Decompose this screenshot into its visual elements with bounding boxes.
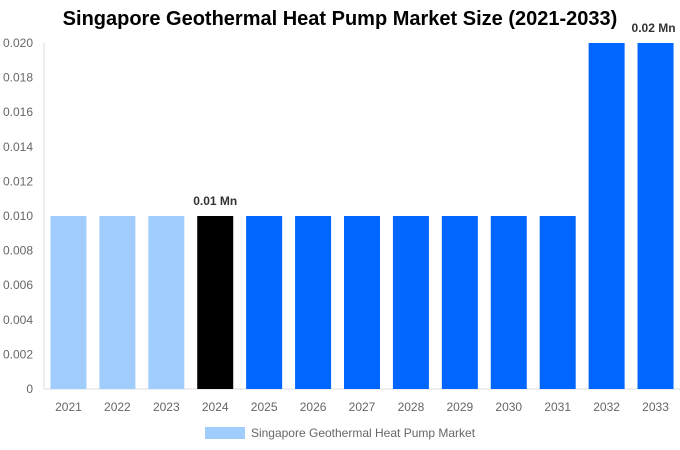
legend-swatch xyxy=(204,427,245,439)
bar-2033 xyxy=(637,43,674,389)
x-tick-label: 2028 xyxy=(398,400,425,414)
bar-2023 xyxy=(148,216,185,389)
bar-2022 xyxy=(99,216,136,389)
y-tick-label: 0.016 xyxy=(3,105,33,119)
legend-label: Singapore Geothermal Heat Pump Market xyxy=(250,426,476,440)
legend: Singapore Geothermal Heat Pump Market xyxy=(0,426,680,440)
x-tick-label: 2023 xyxy=(153,400,180,414)
bar-2024 xyxy=(197,216,234,389)
bar-2028 xyxy=(392,216,429,389)
x-tick-label: 2024 xyxy=(202,400,229,414)
y-tick-label: 0.014 xyxy=(3,140,33,154)
x-tick-label: 2022 xyxy=(104,400,131,414)
x-tick-label: 2029 xyxy=(446,400,473,414)
y-tick-label: 0 xyxy=(26,382,33,396)
bar-2025 xyxy=(246,216,283,389)
chart-title: Singapore Geothermal Heat Pump Market Si… xyxy=(62,8,618,30)
x-tick-label: 2021 xyxy=(55,400,82,414)
y-tick-label: 0.010 xyxy=(3,209,33,223)
y-tick-label: 0.006 xyxy=(3,278,33,292)
y-tick-label: 0.012 xyxy=(3,174,33,188)
x-tick-label: 2033 xyxy=(642,400,669,414)
bar-2026 xyxy=(295,216,332,389)
x-tick-label: 2032 xyxy=(593,400,620,414)
x-tick-label: 2031 xyxy=(544,400,571,414)
bar-2030 xyxy=(490,216,527,389)
bar-2021 xyxy=(50,216,87,389)
data-label-2033: 0.02 Mn xyxy=(632,21,676,35)
x-tick-label: 2030 xyxy=(495,400,522,414)
y-tick-label: 0.020 xyxy=(3,36,33,50)
x-tick-label: 2025 xyxy=(251,400,278,414)
y-tick-label: 0.004 xyxy=(3,313,33,327)
bar-2029 xyxy=(441,216,478,389)
y-tick-label: 0.002 xyxy=(3,347,33,361)
bar-2032 xyxy=(588,43,625,389)
y-tick-label: 0.008 xyxy=(3,244,33,258)
bar-2031 xyxy=(539,216,576,389)
bar-2027 xyxy=(344,216,380,389)
y-tick-label: 0.018 xyxy=(3,71,33,85)
x-tick-label: 2027 xyxy=(349,400,376,414)
x-tick-label: 2026 xyxy=(300,400,327,414)
data-label-2024: 0.01 Mn xyxy=(193,194,237,208)
